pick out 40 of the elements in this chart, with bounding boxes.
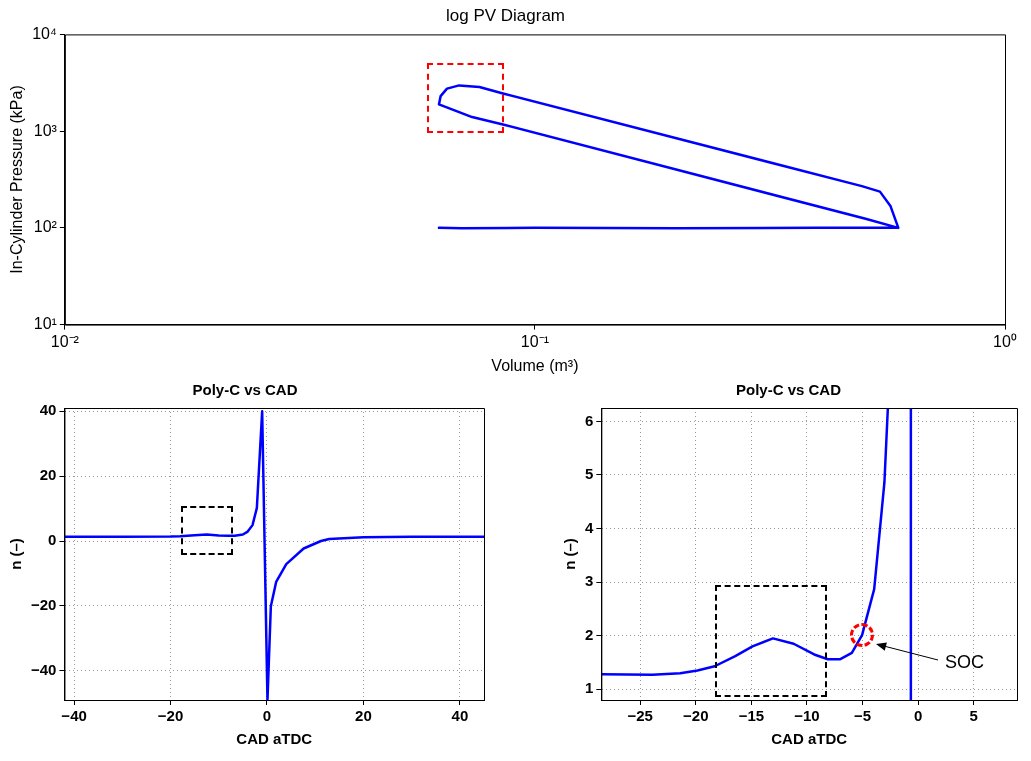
x-tick-label: 0	[913, 707, 923, 725]
x-tick-label: 10⁻¹	[520, 332, 549, 350]
x-tick-label: −25	[627, 707, 653, 725]
y-tick-label: 4	[585, 518, 594, 536]
y-tick-label: 0	[48, 531, 57, 549]
y-tick-label: 40	[39, 401, 57, 419]
y-tick-label: 10³	[33, 121, 58, 139]
y-tick-label: 10¹	[33, 315, 57, 333]
x-tick-label: −5	[853, 707, 872, 725]
y-tick-label: 6	[585, 411, 594, 429]
y-axis-title: n (–)	[561, 538, 579, 570]
x-tick-label: 10⁰	[993, 332, 1017, 350]
x-tick-label: 5	[969, 707, 978, 725]
y-tick-label: 5	[585, 465, 594, 483]
x-axis-title: Volume (m³)	[491, 356, 579, 374]
y-axis-title: n (–)	[7, 538, 25, 570]
y-tick-label: 10²	[33, 218, 58, 236]
y-tick-label: 2	[585, 625, 594, 643]
x-tick-label: −20	[157, 707, 184, 725]
x-tick-label: 0	[262, 707, 272, 725]
y-tick-label: −40	[30, 660, 57, 678]
x-axis-title: CAD aTDC	[771, 730, 848, 748]
y-axis-title: In-Cylinder Pressure (kPa)	[8, 85, 26, 274]
chart-title: Poly-C vs CAD	[192, 381, 298, 399]
x-tick-label: 20	[355, 707, 372, 725]
x-tick-label: 40	[451, 707, 469, 725]
x-tick-label: −10	[794, 707, 820, 725]
chart-title: Poly-C vs CAD	[735, 381, 842, 399]
x-tick-label: −40	[61, 707, 87, 725]
y-tick-label: −20	[30, 596, 57, 614]
y-tick-label: 20	[39, 466, 57, 484]
x-tick-label: 10⁻²	[50, 332, 80, 350]
chart-title: log PV Diagram	[445, 5, 566, 25]
x-tick-label: −20	[683, 707, 709, 725]
x-axis-title: CAD aTDC	[236, 730, 313, 748]
annotation: SOC	[945, 652, 985, 673]
y-tick-label: 1	[585, 679, 594, 697]
y-tick-label: 3	[585, 572, 594, 590]
y-tick-label: 10⁴	[32, 24, 57, 42]
x-tick-label: −15	[738, 707, 765, 725]
